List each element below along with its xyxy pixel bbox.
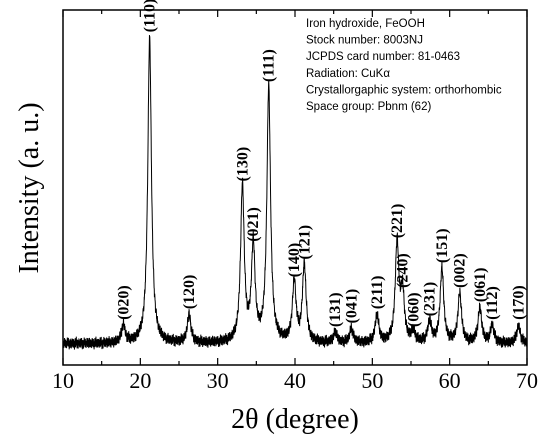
peak-label: (060) (405, 292, 422, 327)
info-line: Iron hydroxide, FeOOH (306, 18, 425, 30)
peak-label: (021) (245, 207, 262, 242)
peak-label: (140) (286, 243, 303, 278)
info-line: Radiation: CuKα (306, 68, 390, 80)
x-tick-label: 40 (284, 368, 306, 393)
peak-label: (112) (484, 286, 501, 320)
y-axis-title: Intensity (a. u.) (14, 102, 45, 273)
info-line: Crystallorgaphic system: orthorhombic (306, 84, 502, 96)
xrd-pattern-line (62, 35, 528, 350)
x-tick-label: 60 (439, 368, 461, 393)
peak-label: (002) (452, 253, 469, 288)
peak-labels: (020) (110) (120) (130) (021) (111) (140)(121)… (115, 0, 527, 327)
peak-label: (061) (472, 268, 489, 303)
peak-label: (221) (389, 204, 406, 239)
peak-label: (131) (327, 292, 344, 327)
info-line: Space group: Pbnm (62) (306, 101, 431, 113)
peak-label: (020) (115, 285, 132, 320)
peak-label: (110) (142, 0, 159, 32)
peak-label: (170) (511, 285, 528, 320)
peak-label: (151) (434, 228, 451, 263)
x-tick-label: 30 (207, 368, 229, 393)
x-tick-label: 50 (361, 368, 383, 393)
peak-label: (111) (261, 49, 278, 82)
peak-label: (121) (296, 225, 313, 260)
peak-label: (240) (395, 253, 412, 288)
peak-label: (120) (181, 275, 198, 310)
peak-label: (231) (422, 282, 439, 317)
peak-label: (130) (234, 147, 251, 182)
x-tick-label: 10 (52, 368, 74, 393)
x-tick-label: 20 (129, 368, 151, 393)
info-line: Stock number: 8003NJ (306, 35, 423, 47)
x-axis-title: 2θ (degree) (231, 404, 359, 435)
x-axis-tick-labels: 10 20 30 40 50 60 70 (52, 368, 538, 393)
info-box: Iron hydroxide, FeOOH Stock number: 8003N… (306, 18, 502, 113)
x-tick-label: 70 (516, 368, 538, 393)
x-axis-ticks (62, 10, 528, 365)
info-line: JCPDS card number: 81-0463 (306, 51, 460, 63)
peak-label: (211) (369, 276, 386, 310)
peak-label: (041) (344, 289, 361, 324)
